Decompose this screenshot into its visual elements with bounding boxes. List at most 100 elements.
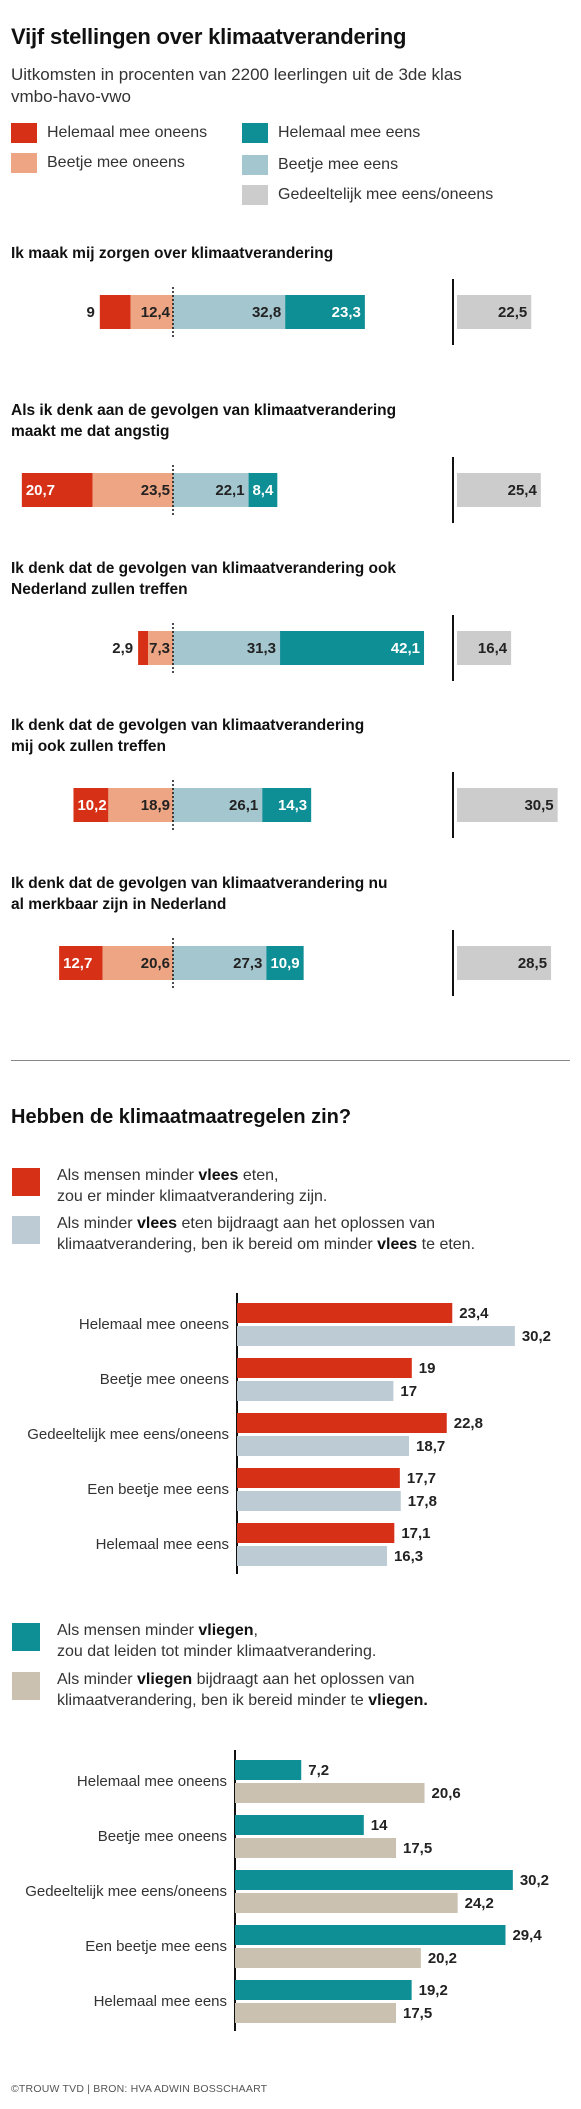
vlees-chart: Helemaal mee oneens 23,4 30,2 Beetje mee on…: [27, 1293, 551, 1574]
label-helemaal-oneens: 2,9: [112, 640, 133, 657]
bar-series-b: [235, 2003, 396, 2023]
bar-series-b: [237, 1381, 394, 1401]
label-helemaal-eens: 42,1: [391, 640, 420, 657]
value-label-b: 17,5: [403, 2005, 432, 2022]
legend-swatch-vlees-b: [12, 1216, 40, 1244]
bar-series-a: [237, 1523, 395, 1543]
bar-beetje-oneens: [148, 631, 173, 665]
bar-series-a: [237, 1303, 453, 1323]
category-label: Helemaal mee oneens: [77, 1773, 227, 1790]
category-label: Beetje mee oneens: [100, 1371, 229, 1388]
label-beetje-eens: 22,1: [215, 482, 244, 499]
legend-label-beetje-oneens: Beetje mee oneens: [47, 154, 185, 171]
label-beetje-eens: 27,3: [233, 955, 262, 972]
legend-vliegen-a-post: ,: [253, 1622, 258, 1639]
page-subtitle: Uitkomsten in procenten van 2200 leerlin…: [11, 65, 462, 106]
value-label-a: 23,4: [459, 1305, 489, 1322]
bar-gedeeltelijk: [457, 295, 532, 329]
category-label: Helemaal mee eens: [94, 1993, 227, 2010]
bar-beetje-oneens: [92, 473, 173, 507]
bar-series-b: [237, 1326, 515, 1346]
bar-helemaal-eens: [262, 788, 312, 822]
label-beetje-oneens: 20,6: [141, 955, 170, 972]
bar-series-a: [235, 1980, 412, 2000]
label-helemaal-eens: 10,9: [270, 955, 299, 972]
category-label: Gedeeltelijk mee eens/oneens: [25, 1883, 227, 1900]
statement-title: Ik maak mij zorgen over klimaatveranderi…: [11, 245, 333, 262]
bar-beetje-oneens: [102, 946, 173, 980]
legend-swatch-vlees-a: [12, 1168, 40, 1196]
label-gedeeltelijk: 25,4: [508, 482, 538, 499]
legend-swatch-helemaal-eens: [242, 123, 268, 143]
bar-helemaal-oneens: [99, 295, 131, 329]
legend-vlees-b-bold: vlees: [137, 1215, 178, 1232]
bar-series-a: [235, 1815, 364, 1835]
legend-vliegen-a-pre: Als mensen minder: [57, 1622, 199, 1639]
bar-helemaal-oneens: [73, 788, 109, 822]
bar-series-a: [237, 1358, 412, 1378]
value-label-a: 17,1: [401, 1525, 430, 1542]
bar-gedeeltelijk: [457, 788, 558, 822]
legend-swatch-gedeeltelijk: [242, 185, 268, 205]
bar-helemaal-oneens: [59, 946, 103, 980]
legend-label-gedeeltelijk: Gedeeltelijk mee eens/oneens: [278, 186, 494, 203]
category-label: Beetje mee oneens: [98, 1828, 227, 1845]
value-label-a: 22,8: [454, 1415, 483, 1432]
category-label: Gedeeltelijk mee eens/oneens: [27, 1426, 229, 1443]
value-label-a: 17,7: [407, 1470, 436, 1487]
category-label: Helemaal mee oneens: [79, 1316, 229, 1333]
legend-swatch-helemaal-oneens: [11, 123, 37, 143]
bar-series-b: [237, 1491, 401, 1511]
statement-title: al merkbaar zijn in Nederland: [11, 896, 226, 913]
bar-beetje-eens: [173, 473, 249, 507]
label-beetje-eens: 26,1: [229, 797, 258, 814]
value-label-b: 16,3: [394, 1548, 423, 1565]
label-helemaal-oneens: 12,7: [63, 955, 92, 972]
statement-title: Ik denk dat de gevolgen van klimaatveran…: [11, 717, 364, 734]
value-label-a: 14: [371, 1817, 388, 1834]
legend-vlees-a-pre: Als mensen minder: [57, 1167, 199, 1184]
label-beetje-oneens: 23,5: [141, 482, 170, 499]
legend-swatch-beetje-eens: [242, 155, 268, 175]
legend-vlees-b-pre2: klimaatverandering, ben ik bereid om min…: [57, 1236, 378, 1253]
bar-series-b: [235, 1948, 421, 1968]
value-label-a: 30,2: [520, 1872, 549, 1889]
legend-item-helemaal-oneens: Helemaal mee oneens: [11, 123, 207, 143]
statement-title: mij ook zullen treffen: [11, 738, 166, 755]
legend-label-helemaal-eens: Helemaal mee eens: [278, 124, 421, 141]
bar-helemaal-eens: [266, 946, 304, 980]
source-credit: ©TROUW TVD | BRON: HVA ADWIN BOSSCHAART: [11, 2083, 268, 2095]
bar-helemaal-oneens: [138, 631, 149, 665]
section-divider: [11, 1060, 570, 1061]
label-gedeeltelijk: 30,5: [524, 797, 553, 814]
bar-gedeeltelijk: [457, 631, 512, 665]
value-label-b: 30,2: [522, 1328, 551, 1345]
statement-title: Ik denk dat de gevolgen van klimaatveran…: [11, 875, 387, 892]
legend-vlees-a-bold: vlees: [198, 1167, 239, 1184]
statement-title: Als ik denk aan de gevolgen van klimaatv…: [11, 402, 396, 419]
bar-series-b: [237, 1546, 387, 1566]
bar-gedeeltelijk: [457, 946, 552, 980]
bar-series-b: [235, 1893, 458, 1913]
value-label-b: 24,2: [465, 1895, 494, 1912]
value-label-b: 18,7: [416, 1438, 445, 1455]
legend-vliegen-b-post: bijdraagt aan het oplossen van: [192, 1671, 415, 1688]
label-helemaal-eens: 8,4: [252, 482, 274, 499]
page-title: Vijf stellingen over klimaatverandering: [11, 24, 407, 49]
value-label-b: 17,5: [403, 1840, 432, 1857]
bar-series-b: [237, 1436, 410, 1456]
bar-series-b: [235, 1838, 396, 1858]
statement-title: maakt me dat angstig: [11, 423, 170, 440]
value-label-a: 29,4: [512, 1927, 542, 1944]
label-helemaal-oneens: 20,7: [26, 482, 55, 499]
legend-vlees-b-post: eten bijdraagt aan het oplossen van: [177, 1215, 436, 1232]
legend-vliegen-b-pre: Als minder: [57, 1671, 138, 1688]
label-helemaal-oneens: 9: [86, 304, 94, 321]
value-label-b: 17: [400, 1383, 417, 1400]
legend-item-beetje-oneens: Beetje mee oneens: [11, 153, 185, 173]
value-label-a: 19,2: [419, 1982, 448, 1999]
label-beetje-eens: 32,8: [252, 304, 281, 321]
bar-beetje-eens: [173, 631, 281, 665]
label-gedeeltelijk: 22,5: [498, 304, 527, 321]
